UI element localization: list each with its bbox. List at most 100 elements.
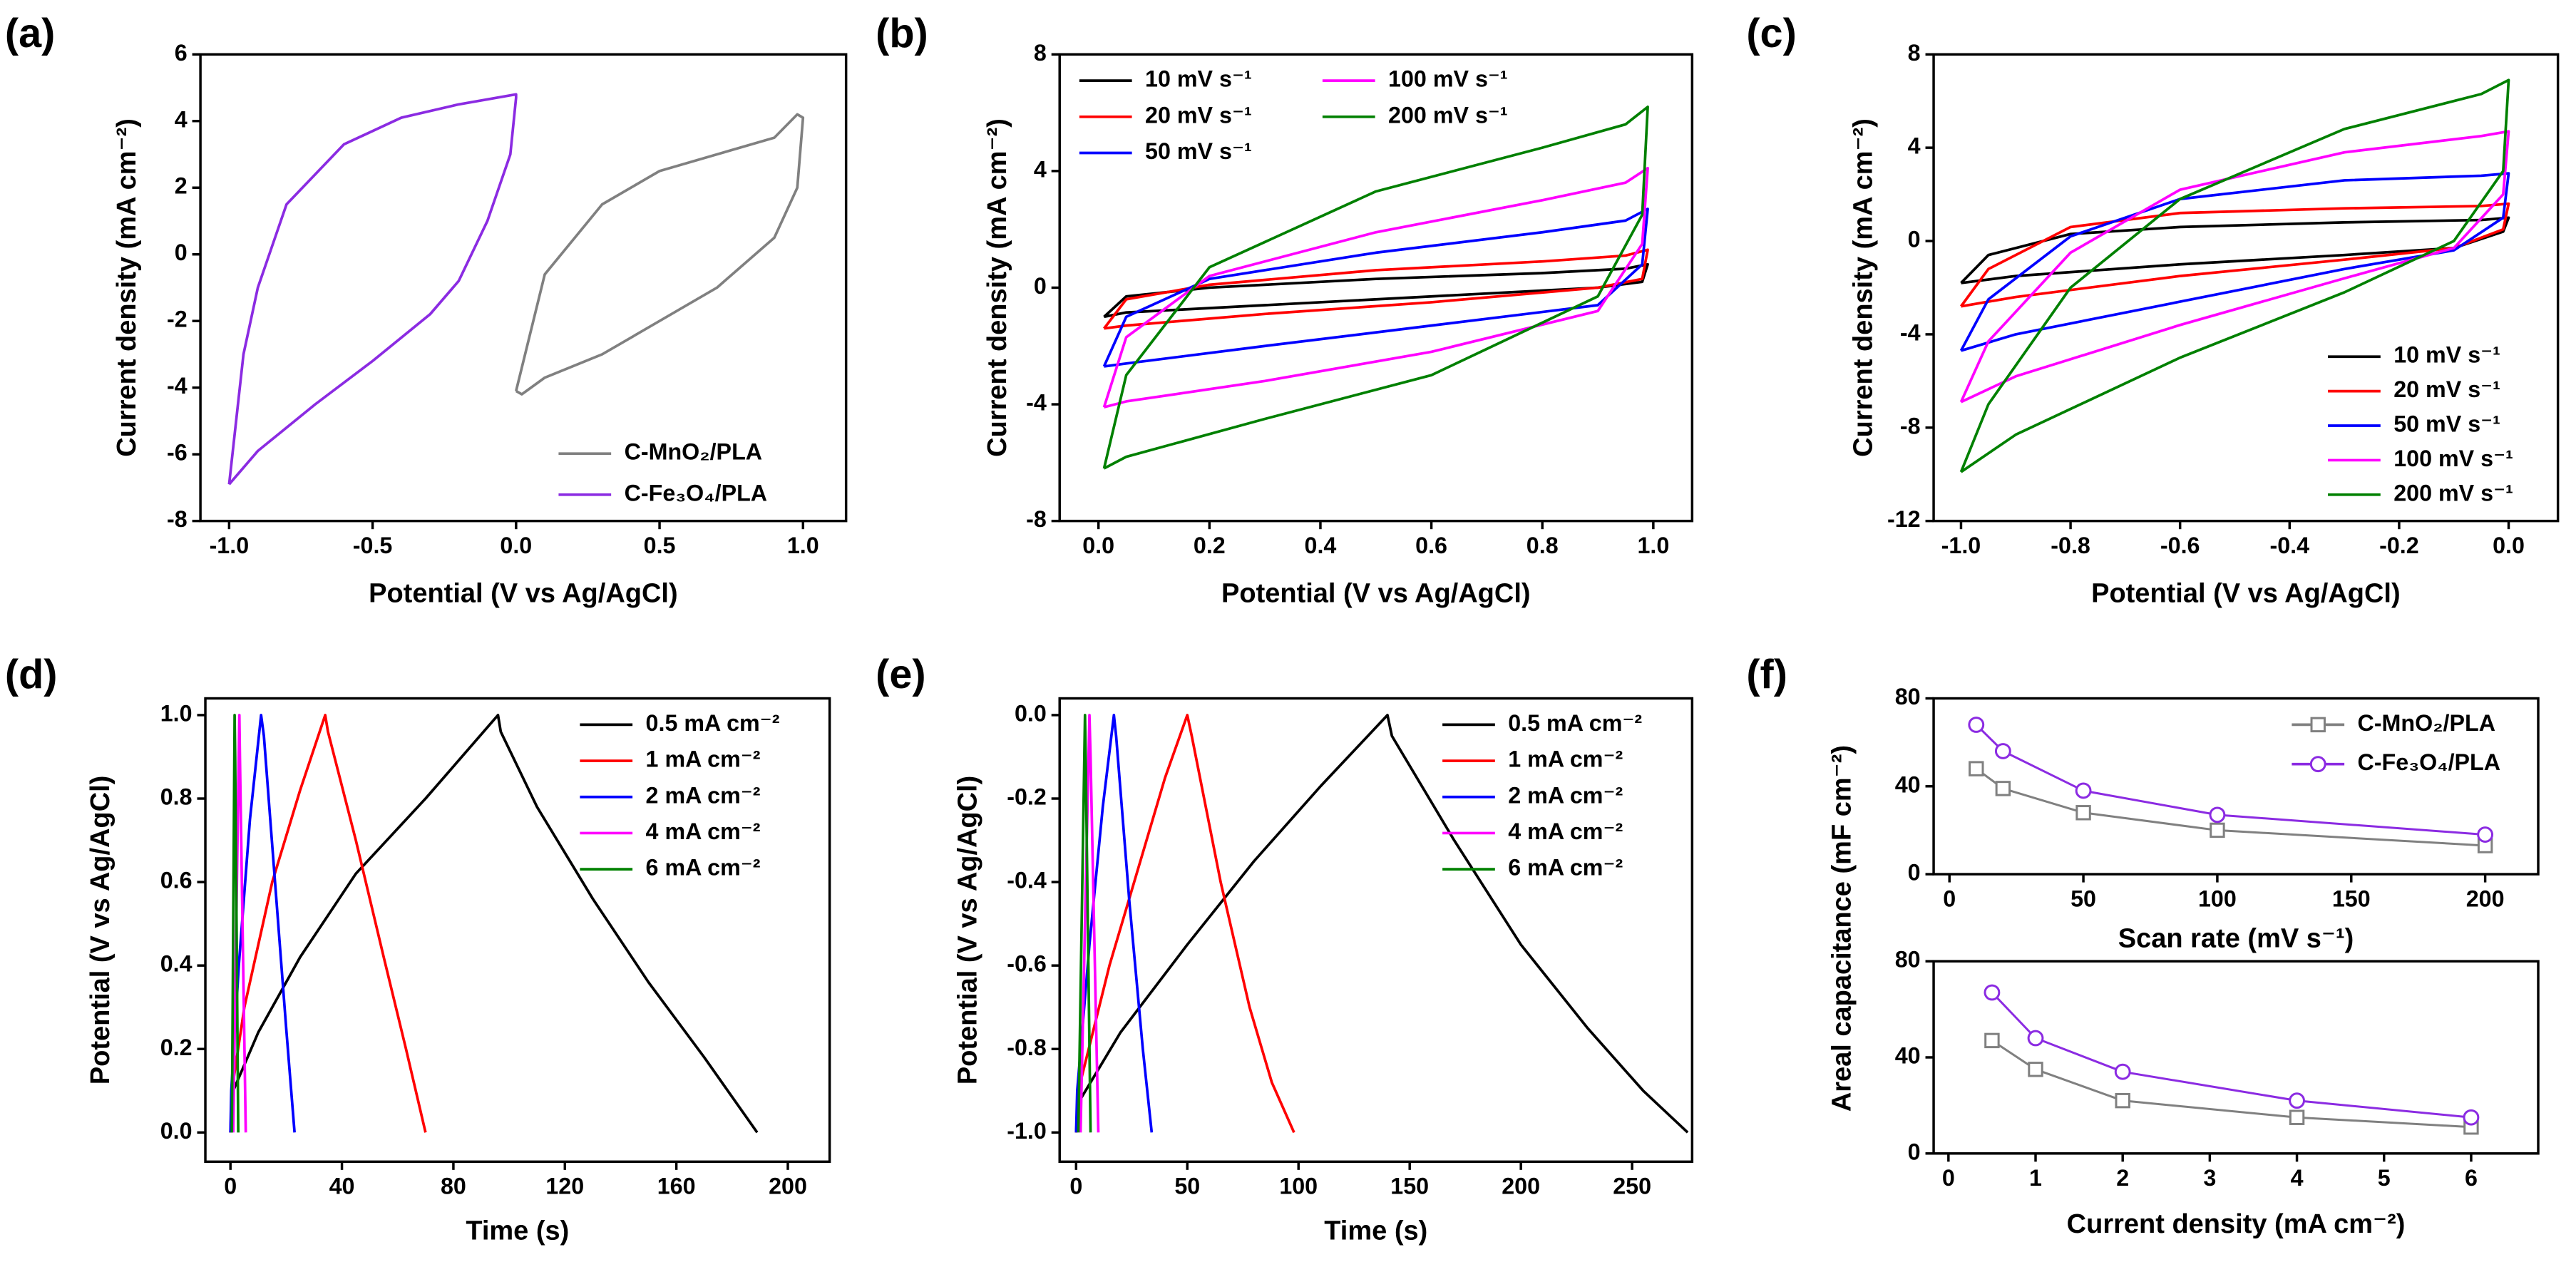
marker: [2115, 1092, 2130, 1109]
panel-label: (f): [1746, 652, 1787, 697]
legend-label: 0.5 mA cm⁻²: [1508, 710, 1642, 736]
y-tick-label: 1.0: [160, 700, 193, 726]
legend-label: 200 mV s⁻¹: [2393, 480, 2513, 506]
plot-frame: [1932, 53, 2560, 523]
x-tick-label: 200: [769, 1174, 807, 1199]
y-axis-label: Current density (mA cm⁻²): [112, 118, 142, 457]
y-tick-label: 0.4: [160, 951, 193, 977]
x-tick-label: 0.2: [1194, 533, 1226, 558]
plot-frame: [199, 53, 848, 523]
x-axis-label: Time (s): [1324, 1216, 1427, 1246]
y-tick-label: 0.0: [160, 1118, 193, 1144]
marker: [1968, 717, 1985, 733]
y-tick-label: 0.2: [160, 1035, 193, 1060]
marker: [2075, 805, 2091, 821]
x-tick-label: 150: [1390, 1174, 1429, 1199]
series-line: [1959, 172, 2510, 352]
panel-label: (e): [876, 652, 925, 697]
x-tick-label: -1.0: [210, 533, 250, 558]
x-tick-label: 0: [224, 1174, 237, 1199]
y-tick-label: 0: [175, 240, 188, 265]
series-line: [227, 93, 518, 486]
y-tick-label: -0.4: [1007, 868, 1047, 893]
x-tick-label: 4: [2291, 1165, 2304, 1191]
series-line: [1103, 248, 1649, 330]
series-line: [1102, 166, 1649, 409]
x-tick-label: 80: [441, 1174, 466, 1199]
y-tick-label: 0: [1908, 1139, 1921, 1164]
legend-label: 4 mA cm⁻²: [1508, 819, 1623, 844]
y-tick-label: -8: [167, 506, 188, 532]
panel: 0 40 80 120 160 200 0.0 0.2 0.4 0.6 0.8 1.0 (d) Time …: [5, 652, 831, 1246]
series-line: [1959, 78, 2510, 473]
x-axis-label: Current density (mA cm⁻²): [2067, 1209, 2406, 1239]
x-tick-label: 120: [545, 1174, 584, 1199]
y-axis-label: Current density (mA cm⁻²): [1848, 118, 1878, 457]
y-tick-label: -0.6: [1007, 951, 1047, 977]
y-tick-label: -0.2: [1007, 784, 1047, 810]
y-tick-label: -2: [167, 307, 188, 332]
panel-label: (a): [5, 11, 55, 56]
x-tick-label: 5: [2378, 1165, 2391, 1191]
series-line: [1959, 130, 2510, 404]
marker: [2477, 826, 2494, 843]
legend-label: 50 mV s⁻¹: [1145, 138, 1252, 164]
x-tick-label: 1: [2029, 1165, 2042, 1191]
series-line: [1991, 991, 2472, 1119]
legend-label: 1 mA cm⁻²: [1508, 747, 1623, 772]
y-axis-label: Areal capacitance (mF cm⁻²): [1827, 745, 1857, 1112]
marker: [2075, 782, 2092, 799]
y-axis-label: Potential (V vs Ag/AgCl): [86, 776, 116, 1085]
legend-label: C-Fe₃O₄/PLA: [2358, 749, 2500, 775]
y-tick-label: 8: [1908, 40, 1921, 66]
x-tick-label: 50: [1174, 1174, 1200, 1199]
marker: [2289, 1092, 2305, 1109]
x-axis-label: Potential (V vs Ag/AgCl): [1221, 578, 1531, 608]
marker: [2289, 1109, 2305, 1125]
panel: -1.0 -0.5 0.0 0.5 1.0 -8 -6 -4 -2 0 2 4 6 (a) Potentia…: [5, 11, 848, 608]
panel: 0 50 100 150 200 0 40 80 (f) Scan rate (mV s⁻¹) Ar…: [1746, 652, 2540, 1112]
legend-label: 0.5 mA cm⁻²: [646, 710, 780, 736]
legend-label: 50 mV s⁻¹: [2393, 411, 2500, 437]
series-line: [229, 714, 759, 1134]
x-axis-label: Scan rate (mV s⁻¹): [2118, 923, 2354, 953]
marker: [2209, 806, 2226, 824]
series-line: [515, 113, 805, 396]
plot-frame: [1932, 960, 2540, 1155]
marker: [2309, 756, 2326, 773]
panel: 0 1 2 3 4 5 6 0 40 80 Current density (mA cm⁻²): [1895, 947, 2540, 1239]
x-tick-label: 1.0: [1637, 533, 1669, 558]
panel-label: (b): [876, 11, 928, 56]
legend-label: 2 mA cm⁻²: [646, 782, 761, 808]
x-tick-label: 160: [657, 1174, 696, 1199]
marker: [1995, 781, 2011, 796]
y-tick-label: 0.8: [160, 784, 193, 810]
x-axis-label: Potential (V vs Ag/AgCl): [2091, 578, 2401, 608]
legend-label: 1 mA cm⁻²: [646, 747, 761, 772]
marker: [2028, 1062, 2043, 1077]
x-tick-label: 0: [1942, 1165, 1955, 1191]
series-line: [1077, 714, 1092, 1133]
legend-label: 10 mV s⁻¹: [1145, 66, 1252, 92]
y-tick-label: -1.0: [1007, 1118, 1047, 1144]
y-tick-label: 4: [1034, 156, 1047, 182]
y-tick-label: -8: [1026, 506, 1047, 532]
x-tick-label: 6: [2465, 1165, 2478, 1191]
legend-label: 6 mA cm⁻²: [646, 855, 761, 881]
legend-label: 100 mV s⁻¹: [1388, 66, 1508, 92]
series-line: [1102, 106, 1649, 470]
y-tick-label: 0: [1908, 860, 1921, 886]
series-line: [1975, 767, 2485, 847]
series-line: [1103, 262, 1649, 319]
y-tick-label: 0: [1908, 227, 1921, 252]
marker: [2027, 1030, 2044, 1047]
legend-label: 2 mA cm⁻²: [1508, 782, 1623, 808]
legend-label: C-MnO₂/PLA: [625, 439, 762, 465]
y-tick-label: 8: [1034, 40, 1047, 66]
x-tick-label: 0.6: [1415, 533, 1447, 558]
y-tick-label: -12: [1887, 506, 1921, 532]
x-tick-label: -0.8: [2051, 533, 2090, 558]
y-tick-label: 4: [1908, 133, 1921, 159]
series-line: [230, 714, 240, 1133]
